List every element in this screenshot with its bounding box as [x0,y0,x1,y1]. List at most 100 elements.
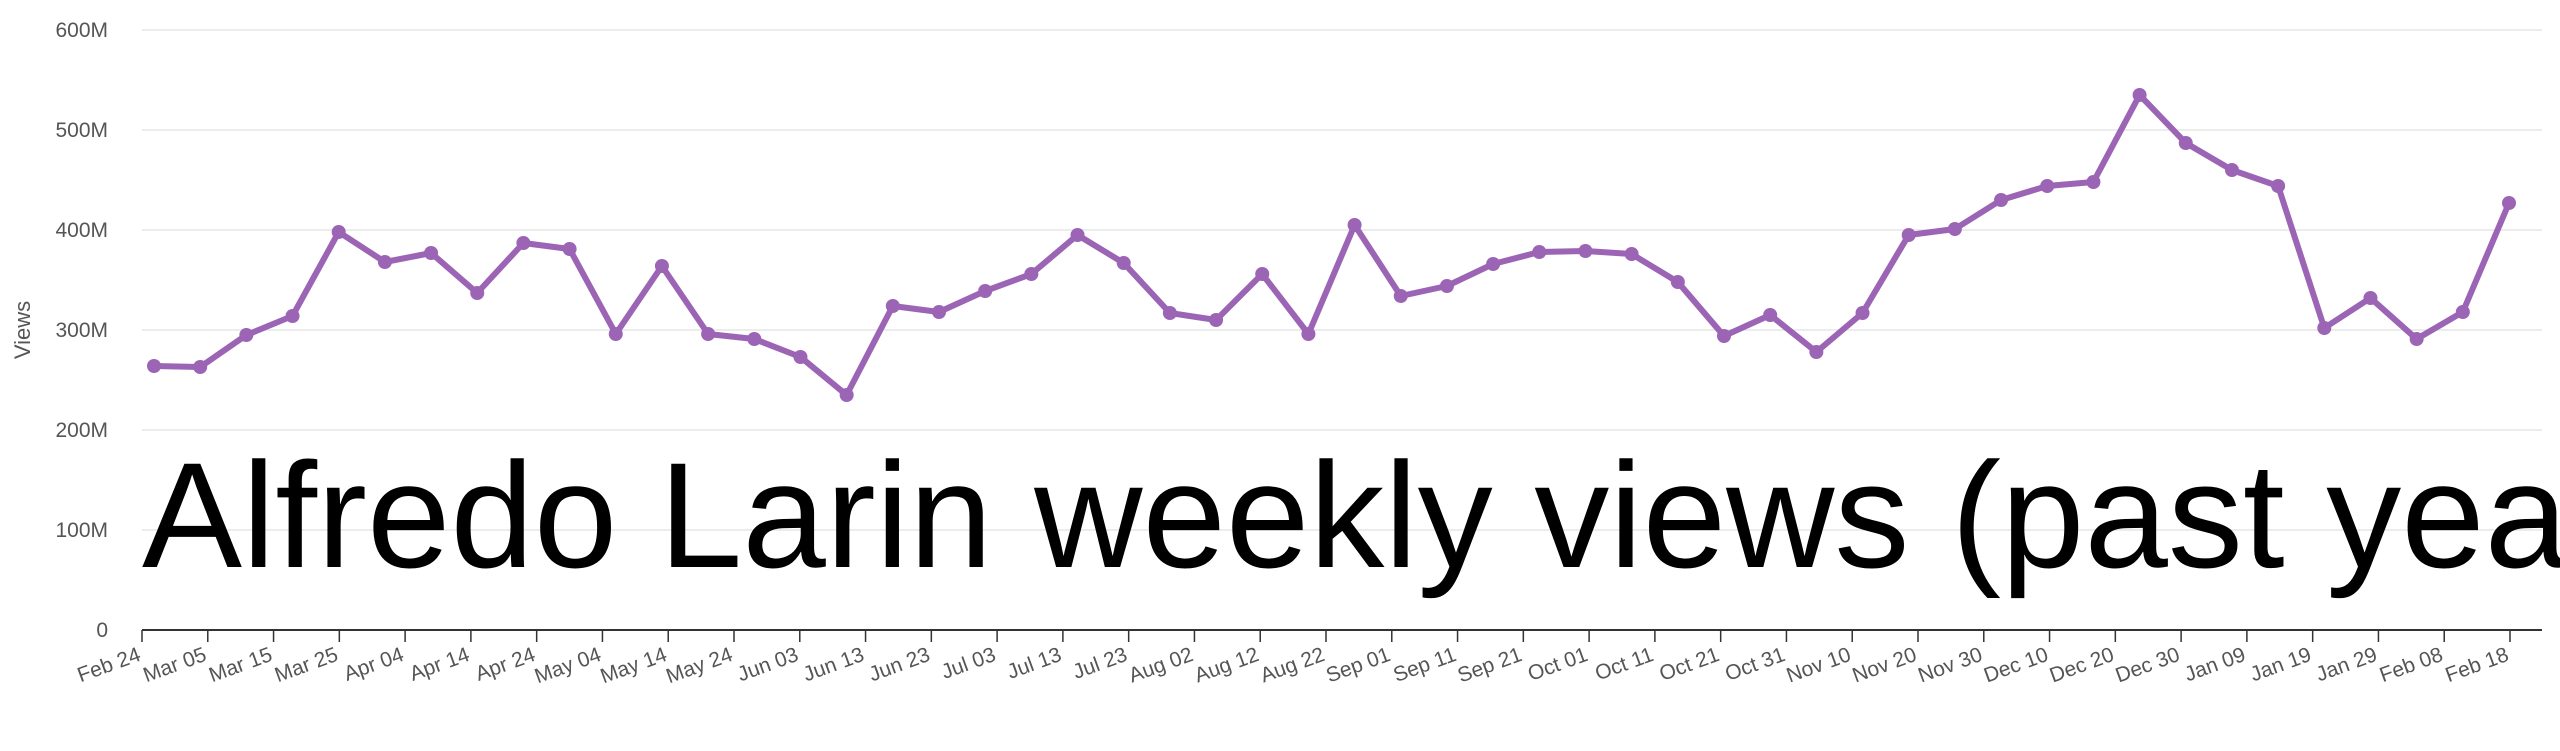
data-point [932,305,946,319]
data-point [2502,196,2516,210]
grid-lines [142,29,2542,531]
x-tick-label: Feb 08 [2377,643,2446,687]
data-point [1532,245,1547,259]
x-tick-label: May 24 [663,643,736,688]
x-tick-label: Aug 02 [1126,643,1196,687]
x-tick-label: Jul 03 [938,643,999,684]
data-point [1763,308,1778,322]
data-point [1209,313,1224,327]
data-point [2224,163,2239,177]
data-point [1301,327,1316,341]
data-point [654,259,669,273]
x-tick-label: Feb 24 [74,643,144,687]
x-tick-label: Nov 10 [1784,643,1854,687]
x-tick-label: Mar 05 [140,643,209,687]
data-point [424,246,439,260]
y-tick-label: 400M [55,219,108,242]
data-point [239,328,254,342]
data-point [1670,275,1685,289]
data-point [1393,289,1408,303]
x-tick-label: Jan 29 [2313,643,2380,686]
data-point [2178,136,2193,150]
y-tick-label: 600M [55,19,108,42]
x-tick-label: May 04 [532,643,605,688]
data-point [470,286,485,300]
x-tick-label: Jul 13 [1004,643,1065,684]
data-point [1116,256,1131,270]
x-tick-label: Dec 30 [2112,643,2182,687]
data-point [193,360,208,374]
data-point [1486,257,1501,271]
data-point [1439,279,1454,293]
x-tick-label: Nov 30 [1915,643,1985,687]
data-point [978,284,993,298]
x-tick-label: Feb 18 [2442,643,2511,687]
x-tick-label: Apr 14 [407,643,473,686]
x-tick-label: Aug 22 [1257,643,1327,687]
data-point [1901,228,1916,242]
x-tick-label: May 14 [597,643,670,688]
x-tick-label: Jul 23 [1070,643,1131,684]
data-point [1347,218,1362,232]
data-point [1624,247,1639,261]
x-tick-label: Jun 13 [800,643,867,686]
y-tick-label: 300M [55,319,108,342]
data-point [2409,332,2424,346]
x-tick-label: Oct 11 [1592,643,1657,685]
data-point [285,309,300,323]
data-point [701,327,716,341]
data-point [2040,179,2055,193]
x-tick-label: Dec 10 [1981,643,2051,687]
x-tick-label: Oct 01 [1525,643,1591,686]
x-tick-label: Oct 31 [1722,643,1788,686]
data-point [1809,345,1824,359]
data-point [1578,244,1593,258]
x-tick-label: Jun 03 [734,643,801,686]
x-tick-label: Jan 19 [2247,643,2314,686]
data-point [2317,321,2332,335]
x-tick-label: Mar 25 [272,643,341,687]
data-point [2132,88,2147,102]
data-point [793,350,808,364]
series-line [151,92,2512,398]
x-tick-label: Jan 09 [2181,643,2248,686]
x-tick-label: Jun 23 [866,643,933,686]
data-point [2363,291,2378,305]
data-point [1994,193,2009,207]
y-tick-label: 500M [55,119,108,142]
data-point [331,225,346,239]
data-point [2086,175,2101,189]
x-tick-label: Sep 11 [1390,643,1459,687]
data-point [562,242,577,256]
y-axis-label: Views [10,301,35,359]
x-tick-label: Nov 20 [1849,643,1919,687]
data-point [1162,306,1177,320]
data-point [839,388,854,402]
y-tick-label: 100M [55,519,108,542]
data-points [147,88,2516,402]
data-point [147,359,161,373]
data-point [1717,329,1731,343]
y-tick-label: 0 [96,619,108,642]
x-tick-label: Dec 20 [2047,643,2117,687]
data-point [1855,306,1870,320]
x-tick-label: Sep 01 [1323,643,1393,687]
y-tick-label: 200M [55,419,108,442]
data-point [885,299,900,313]
data-point [1255,267,1270,281]
data-point [1947,222,1962,236]
data-point [516,236,531,250]
data-point [608,327,623,341]
y-axis-ticks: 0 100M 200M 300M 400M 500M 600M [55,19,108,642]
x-tick-label: Sep 21 [1455,643,1525,687]
x-tick-label: Mar 15 [206,643,275,687]
x-tick-label: Apr 24 [472,643,538,686]
data-point [2271,179,2286,193]
data-point [377,255,392,269]
data-point [1024,267,1039,281]
data-point [2455,305,2470,319]
data-point [1070,228,1085,242]
x-tick-label: Apr 04 [341,643,407,686]
